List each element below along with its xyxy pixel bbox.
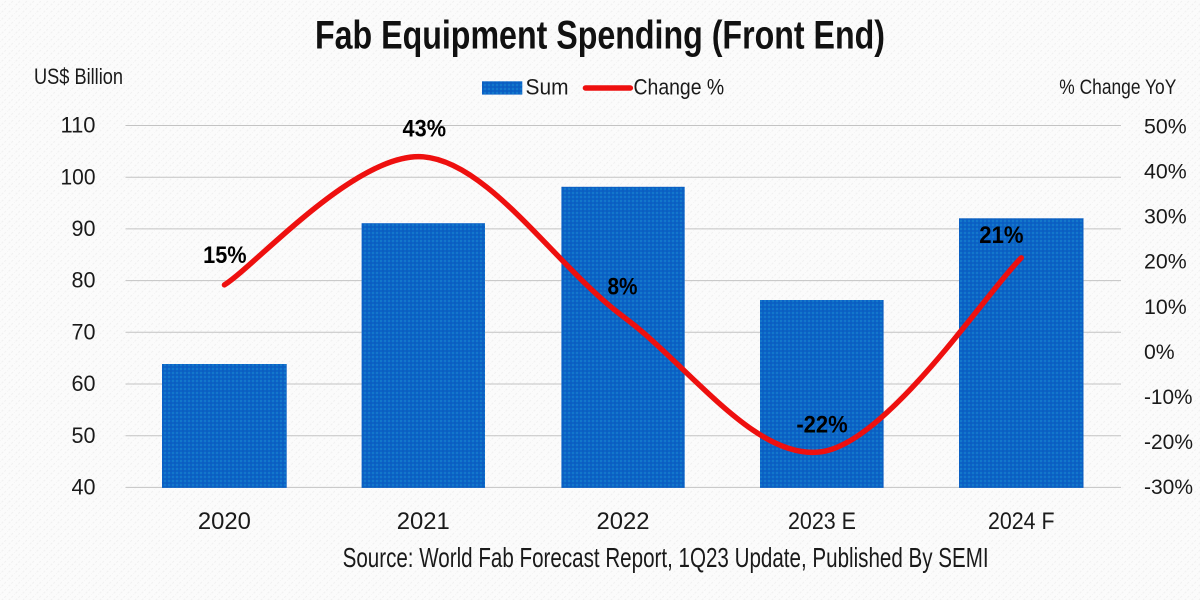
- svg-text:50: 50: [72, 423, 96, 448]
- svg-text:% Change YoY: % Change YoY: [1059, 76, 1176, 99]
- svg-text:60: 60: [72, 371, 96, 396]
- svg-text:2022: 2022: [597, 508, 650, 535]
- svg-text:-22%: -22%: [796, 412, 847, 439]
- svg-text:Change %: Change %: [634, 75, 725, 100]
- svg-text:-30%: -30%: [1144, 476, 1193, 499]
- svg-text:2021: 2021: [397, 508, 450, 535]
- svg-text:Sum: Sum: [526, 75, 569, 100]
- svg-text:21%: 21%: [979, 222, 1023, 249]
- svg-text:Fab Equipment Spending (Front: Fab Equipment Spending (Front End): [315, 14, 885, 58]
- svg-text:2023 E: 2023 E: [788, 508, 856, 535]
- svg-text:40: 40: [72, 475, 96, 500]
- svg-text:20%: 20%: [1144, 251, 1187, 274]
- svg-text:100: 100: [61, 164, 96, 189]
- svg-text:-20%: -20%: [1144, 431, 1193, 454]
- svg-text:110: 110: [61, 113, 96, 138]
- svg-text:8%: 8%: [608, 274, 638, 301]
- svg-text:Source: World Fab Forecast Rep: Source: World Fab Forecast Report, 1Q23 …: [343, 542, 989, 573]
- svg-text:2024 F: 2024 F: [988, 508, 1055, 535]
- svg-text:0%: 0%: [1144, 341, 1175, 364]
- svg-text:50%: 50%: [1144, 115, 1187, 138]
- svg-text:-10%: -10%: [1144, 386, 1193, 409]
- svg-text:10%: 10%: [1144, 296, 1187, 319]
- svg-text:70: 70: [72, 319, 96, 344]
- svg-text:90: 90: [72, 216, 96, 241]
- svg-text:2020: 2020: [198, 508, 251, 535]
- svg-text:43%: 43%: [403, 116, 447, 143]
- svg-text:40%: 40%: [1144, 161, 1187, 184]
- svg-text:30%: 30%: [1144, 206, 1187, 229]
- svg-text:80: 80: [72, 268, 96, 293]
- svg-text:15%: 15%: [203, 242, 247, 269]
- svg-text:US$ Billion: US$ Billion: [34, 64, 123, 89]
